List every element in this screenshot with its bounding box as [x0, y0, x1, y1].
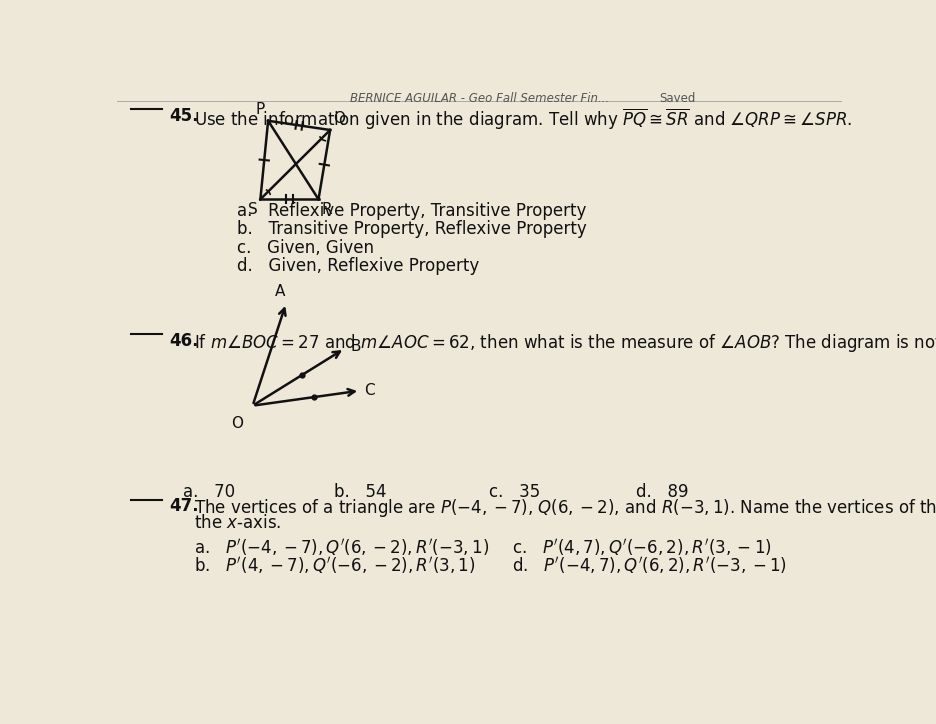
- Text: P: P: [256, 102, 265, 117]
- Text: the $x$-axis.: the $x$-axis.: [195, 514, 282, 532]
- Text: O: O: [231, 416, 243, 432]
- Text: The vertices of a triangle are $P(-4, -7)$, $Q(6, -2)$, and $R(-3, 1)$. Name the: The vertices of a triangle are $P(-4, -7…: [195, 497, 936, 519]
- Text: 47.: 47.: [169, 497, 199, 515]
- Text: d.   89: d. 89: [636, 483, 689, 501]
- Text: b.   $P'(4, -7), Q'(-6, -2), R'(3, 1)$: b. $P'(4, -7), Q'(-6, -2), R'(3, 1)$: [195, 555, 476, 576]
- Text: c.   35: c. 35: [489, 483, 540, 501]
- Text: b.   Transitive Property, Reflexive Property: b. Transitive Property, Reflexive Proper…: [237, 220, 587, 238]
- Text: a.   Reflexive Property, Transitive Property: a. Reflexive Property, Transitive Proper…: [237, 201, 587, 219]
- Text: If $m\angle BOC = 27$ and $m\angle AOC = 62$, then what is the measure of $\angl: If $m\angle BOC = 27$ and $m\angle AOC =…: [195, 332, 936, 354]
- Text: b.   54: b. 54: [334, 483, 387, 501]
- Text: a.   70: a. 70: [183, 483, 235, 501]
- Text: 46.: 46.: [169, 332, 199, 350]
- Text: d.   Given, Reflexive Property: d. Given, Reflexive Property: [237, 257, 479, 275]
- Text: Q: Q: [333, 111, 345, 126]
- Text: Use the information given in the diagram. Tell why $\overline{PQ} \cong \overlin: Use the information given in the diagram…: [195, 107, 853, 132]
- Text: d.   $P'(-4, 7), Q'(6, 2), R'(-3, -1)$: d. $P'(-4, 7), Q'(6, 2), R'(-3, -1)$: [512, 555, 787, 576]
- Text: BERNICE AGUILAR - Geo Fall Semester Fin...: BERNICE AGUILAR - Geo Fall Semester Fin.…: [350, 91, 609, 104]
- Text: C: C: [364, 383, 374, 398]
- Text: S: S: [247, 201, 257, 216]
- Text: Saved: Saved: [660, 91, 695, 104]
- Text: 45.: 45.: [169, 107, 199, 125]
- Text: c.   Given, Given: c. Given, Given: [237, 239, 374, 256]
- Text: R: R: [322, 201, 332, 216]
- Text: a.   $P'(-4, -7), Q'(6, -2), R'(-3, 1)$: a. $P'(-4, -7), Q'(6, -2), R'(-3, 1)$: [195, 536, 490, 557]
- Text: A: A: [275, 285, 285, 299]
- Text: c.   $P'(4, 7), Q'(-6, 2), R'(3, -1)$: c. $P'(4, 7), Q'(-6, 2), R'(3, -1)$: [512, 536, 772, 557]
- Text: B: B: [351, 340, 361, 355]
